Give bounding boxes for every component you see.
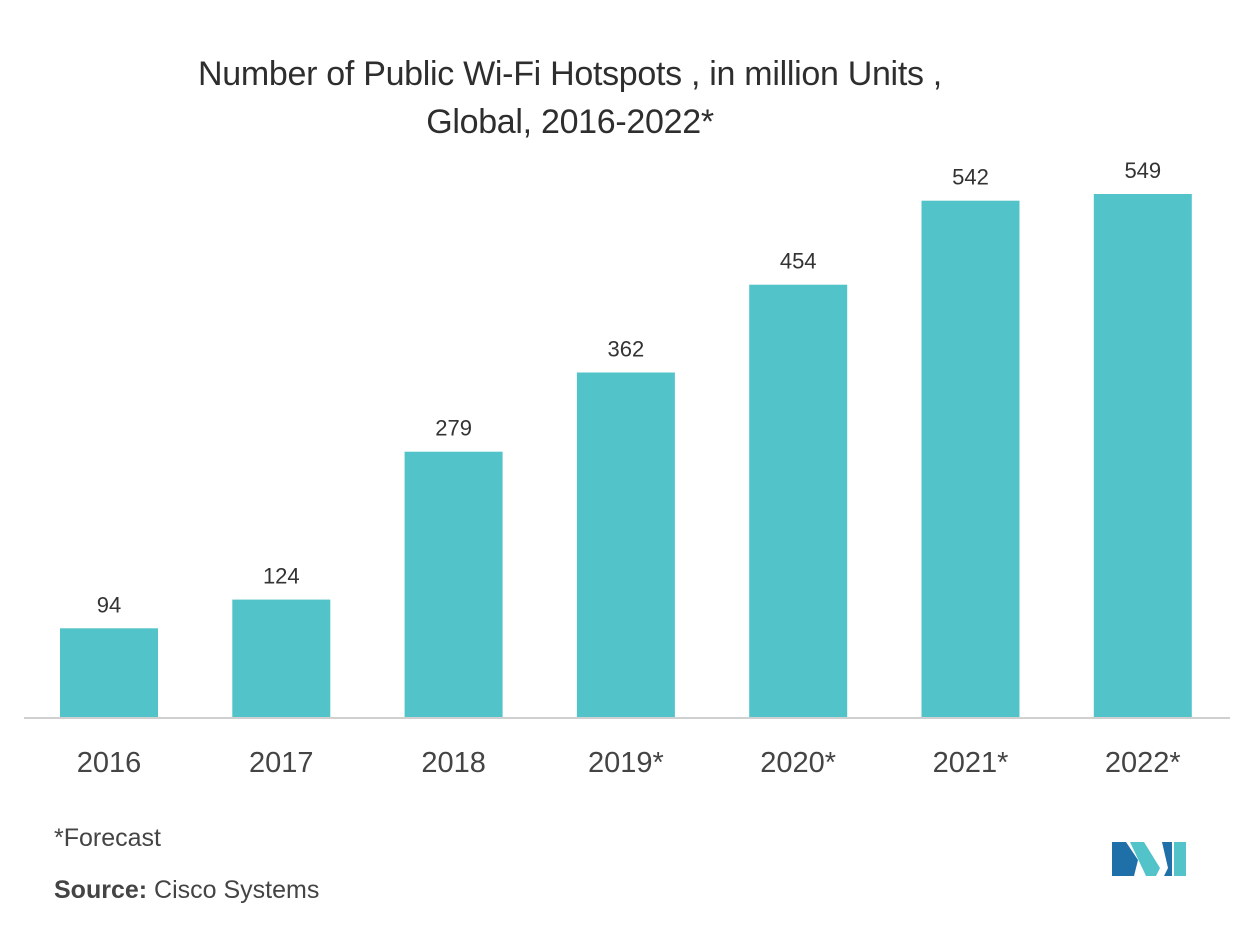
value-labels-group: 94 124 279 362 454 542 549 [97,158,1161,617]
forecast-footnote: *Forecast [54,824,161,852]
bar-2021-forecast [921,200,1020,718]
value-label: 542 [952,165,989,190]
logo-shape-middle [1130,842,1160,876]
logo-shape-left [1112,842,1138,876]
source-value: Cisco Systems [154,876,320,904]
value-label: 362 [608,337,645,362]
logo-shape-right [1162,842,1172,876]
x-tick-label: 2020* [760,747,836,779]
chart-title: Number of Public Wi-Fi Hotspots , in mil… [70,50,1070,146]
x-tick-label: 2017 [249,747,314,779]
x-tick-label: 2022* [1105,747,1181,779]
x-tick-label: 2018 [421,747,486,779]
x-tick-label: 2016 [77,747,142,779]
value-label: 124 [263,564,300,589]
bar-2017 [232,599,331,718]
bar-2020-forecast [749,284,848,718]
bars-group [60,194,1192,718]
source-label: Source: [54,876,148,904]
value-label: 454 [780,249,817,274]
source-note: Source: Cisco Systems [54,876,319,905]
chart-title-line-2: Global, 2016-2022* [426,103,714,141]
value-label: 94 [97,592,121,617]
chart-title-line-1: Number of Public Wi-Fi Hotspots , in mil… [198,55,942,93]
x-tick-label: 2021* [933,747,1009,779]
tick-labels-group: 2016 2017 2018 2019* 2020* 2021* 2022* [77,747,1181,779]
bar-2016 [60,628,158,718]
bar-2018 [404,451,503,718]
mordor-intelligence-logo-icon [1112,842,1186,876]
bar-2022-forecast [1093,194,1192,718]
bar-2019-forecast [576,372,675,718]
value-label: 279 [435,416,472,441]
logo-shape-far-right [1174,842,1186,876]
x-tick-label: 2019* [588,747,664,779]
value-label: 549 [1124,158,1161,183]
